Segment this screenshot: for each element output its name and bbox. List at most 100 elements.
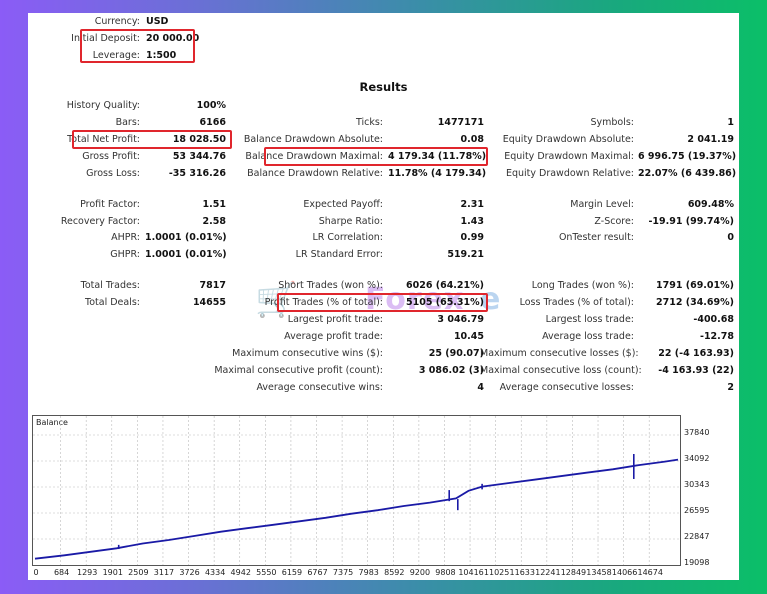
x-tick-label: 1293 [76, 568, 98, 577]
stat-label: Gross Profit: [82, 151, 140, 162]
x-tick-label: 1901 [102, 568, 123, 577]
stat-value: 6026 (64.21%) [406, 280, 484, 291]
x-tick-label: 10416 [458, 568, 484, 577]
y-tick-label: 30343 [684, 480, 710, 489]
x-tick-label: 4942 [230, 568, 251, 577]
stat-label: Total Deals: [85, 297, 140, 308]
stat-label: Average consecutive wins: [256, 382, 383, 393]
chart-title: Balance [36, 418, 68, 427]
stat-label: Balance Drawdown Relative: [247, 168, 383, 179]
stat-value: -4 163.93 (22) [658, 365, 734, 376]
deposit-label: Initial Deposit: [71, 33, 140, 44]
stat-label: LR Correlation: [312, 232, 384, 243]
stat-label: Maximum consecutive wins ($): [232, 348, 383, 359]
stat-label: History Quality: [66, 100, 140, 111]
stat-value: 22 (-4 163.93) [658, 348, 734, 359]
results-title: Results [359, 80, 408, 94]
stat-value: 4 [477, 382, 484, 393]
y-tick-label: 19098 [684, 558, 710, 567]
leverage-label: Leverage: [92, 50, 140, 61]
stat-label: Profit Factor: [80, 199, 140, 210]
x-tick-label: 6159 [281, 568, 303, 577]
stat-value: 2 [727, 382, 734, 393]
y-tick-label: 22847 [684, 532, 710, 541]
stat-value: 10.45 [453, 331, 484, 342]
deposit-value: 20 000.00 [146, 33, 200, 44]
stat-value: 53 344.76 [172, 151, 226, 162]
stat-value: 2 041.19 [687, 134, 734, 145]
stat-label: Symbols: [590, 117, 634, 128]
x-tick-label: 14066 [611, 568, 638, 577]
stat-value: 1.43 [460, 216, 484, 227]
stat-label: Profit Trades (% of total): [264, 297, 383, 308]
x-tick-label: 7983 [358, 568, 379, 577]
x-tick-label: 11633 [509, 568, 535, 577]
leverage-row: Leverage: 1:500 [0, 47, 767, 64]
stat-value: 0 [727, 232, 734, 243]
currency-value: USD [146, 16, 169, 27]
stat-label: Total Trades: [80, 280, 140, 291]
highlight-box-profit-trades [277, 293, 488, 312]
stat-label: Gross Loss: [86, 168, 140, 179]
stat-label: Z-Score: [594, 216, 634, 227]
x-tick-label: 684 [53, 568, 70, 577]
x-tick-label: 7375 [332, 568, 354, 577]
stat-value: 519.21 [447, 249, 484, 260]
x-tick-label: 13458 [586, 568, 612, 577]
stat-label: Maximal consecutive loss (count): [480, 365, 642, 376]
highlight-box-balance-dd-maximal [264, 147, 488, 166]
stat-value: 2712 (34.69%) [656, 297, 734, 308]
stat-value: 1477171 [437, 117, 484, 128]
x-tick-label: 6767 [307, 568, 328, 577]
stat-value: 6166 [199, 117, 226, 128]
stat-label: Equity Drawdown Absolute: [502, 134, 634, 145]
stat-value: 6 996.75 (19.37%) [638, 151, 737, 162]
x-tick-label: 3726 [179, 568, 200, 577]
stat-value: 0.08 [460, 134, 484, 145]
x-tick-label: 4334 [204, 568, 226, 577]
stat-label: Recovery Factor: [60, 216, 140, 227]
y-tick-label: 34092 [684, 454, 710, 463]
stat-value: 1 [727, 117, 734, 128]
x-tick-label: 14674 [637, 568, 663, 577]
stat-value: 7817 [199, 280, 226, 291]
stat-label: LR Standard Error: [295, 249, 383, 260]
x-tick-label: 11025 [483, 568, 510, 577]
x-tick-label: 8592 [384, 568, 405, 577]
stat-value: 3 046.79 [437, 314, 484, 325]
stat-value: 1791 (69.01%) [656, 280, 734, 291]
highlight-box-deposit [80, 29, 195, 63]
stat-value: 1.0001 (0.01%) [145, 249, 227, 260]
currency-label: Currency: [94, 16, 140, 27]
x-tick-label: 9200 [409, 568, 431, 577]
stat-label: GHPR: [110, 249, 140, 260]
stat-value: -35 316.26 [168, 168, 226, 179]
stat-value: -400.68 [693, 314, 734, 325]
x-tick-label: 12849 [560, 568, 587, 577]
x-tick-label: 5550 [256, 568, 277, 577]
stat-label: Maximal consecutive profit (count): [214, 365, 383, 376]
stat-value: 5105 (65.31%) [406, 297, 484, 308]
stat-label: Total Net Profit: [67, 134, 140, 145]
stat-label: Equity Drawdown Maximal: [504, 151, 634, 162]
stat-value: 1.0001 (0.01%) [145, 232, 227, 243]
stat-label: Largest loss trade: [545, 314, 634, 325]
y-tick-label: 37840 [684, 428, 710, 437]
balance-chart: Balance [32, 415, 681, 566]
stat-value: 14655 [192, 297, 226, 308]
stat-label: Sharpe Ratio: [318, 216, 383, 227]
stat-label: Equity Drawdown Relative: [505, 168, 634, 179]
stat-value: 0.99 [460, 232, 484, 243]
x-tick-label: 12241 [535, 568, 561, 577]
y-tick-label: 26595 [684, 506, 710, 515]
stat-label: Loss Trades (% of total): [519, 297, 634, 308]
stat-value: 18 028.50 [172, 134, 226, 145]
stat-value: 2.31 [460, 199, 484, 210]
x-tick-label: 0 [33, 568, 39, 577]
stat-label: Ticks: [355, 117, 383, 128]
stat-label: Balance Drawdown Maximal: [245, 151, 383, 162]
stat-label: Short Trades (won %): [278, 280, 383, 291]
stat-value: 4 179.34 (11.78%) [388, 151, 487, 162]
x-tick-label: 9808 [435, 568, 456, 577]
stat-value: 2.58 [202, 216, 226, 227]
